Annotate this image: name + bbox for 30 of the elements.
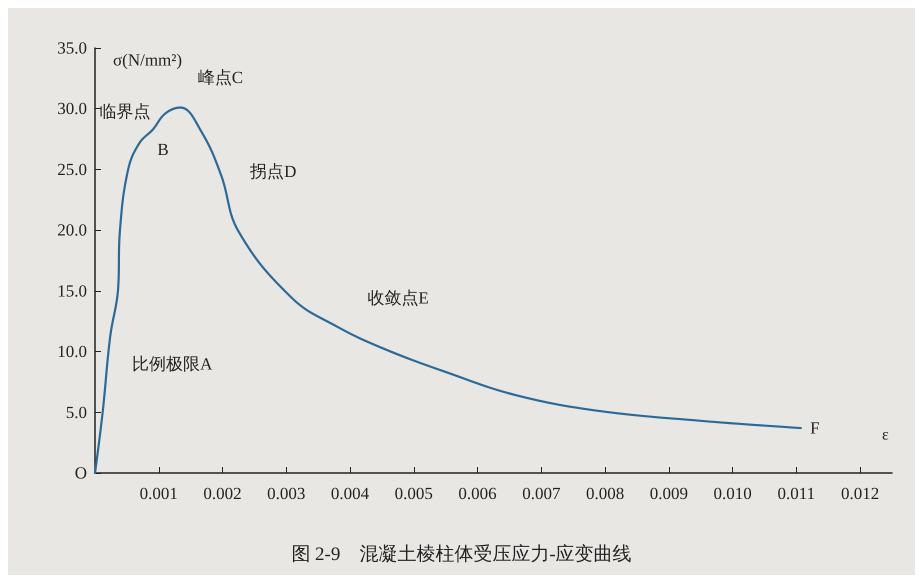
annotation: F xyxy=(810,418,820,438)
annotation: 比例极限A xyxy=(132,354,214,374)
y-tick-label: 5.0 xyxy=(66,402,87,422)
x-tick-label: 0.006 xyxy=(458,484,497,503)
y-tick-label: 10.0 xyxy=(57,342,87,362)
x-tick-label: 0.010 xyxy=(713,484,752,503)
x-tick-label: 0.008 xyxy=(586,484,624,503)
y-tick-label: 20.0 xyxy=(57,220,87,240)
annotation: 临界点 xyxy=(100,102,151,121)
x-tick-label: 0.012 xyxy=(840,484,880,503)
annotation: 拐点D xyxy=(249,162,296,181)
x-tick-label: 0.009 xyxy=(650,484,688,503)
x-tick-label: 0.011 xyxy=(778,484,816,503)
x-tick-label: 0.001 xyxy=(140,484,178,503)
y-tick-label: 30.0 xyxy=(57,99,87,118)
y-tick-label: 15.0 xyxy=(57,281,87,300)
y-tick-label: 35.0 xyxy=(57,38,87,58)
x-tick-label: 0.004 xyxy=(330,484,370,503)
y-tick-label: O xyxy=(74,464,87,482)
x-tick-label: 0.002 xyxy=(203,484,242,503)
x-tick-label: 0.005 xyxy=(394,484,433,503)
x-tick-label: 0.007 xyxy=(522,484,561,503)
text: 图 2-9 混凝土棱柱体受压应力-应变曲线 xyxy=(291,543,632,565)
y-tick-label: 25.0 xyxy=(57,160,87,179)
x-tick-label: 0.003 xyxy=(267,484,306,503)
annotation: 收敛点E xyxy=(367,288,429,308)
y-axis-title: σ(N/mm²) xyxy=(113,50,182,70)
annotation: 峰点C xyxy=(198,68,244,87)
annotation: B xyxy=(157,140,169,159)
x-axis-title: ε xyxy=(882,426,889,444)
